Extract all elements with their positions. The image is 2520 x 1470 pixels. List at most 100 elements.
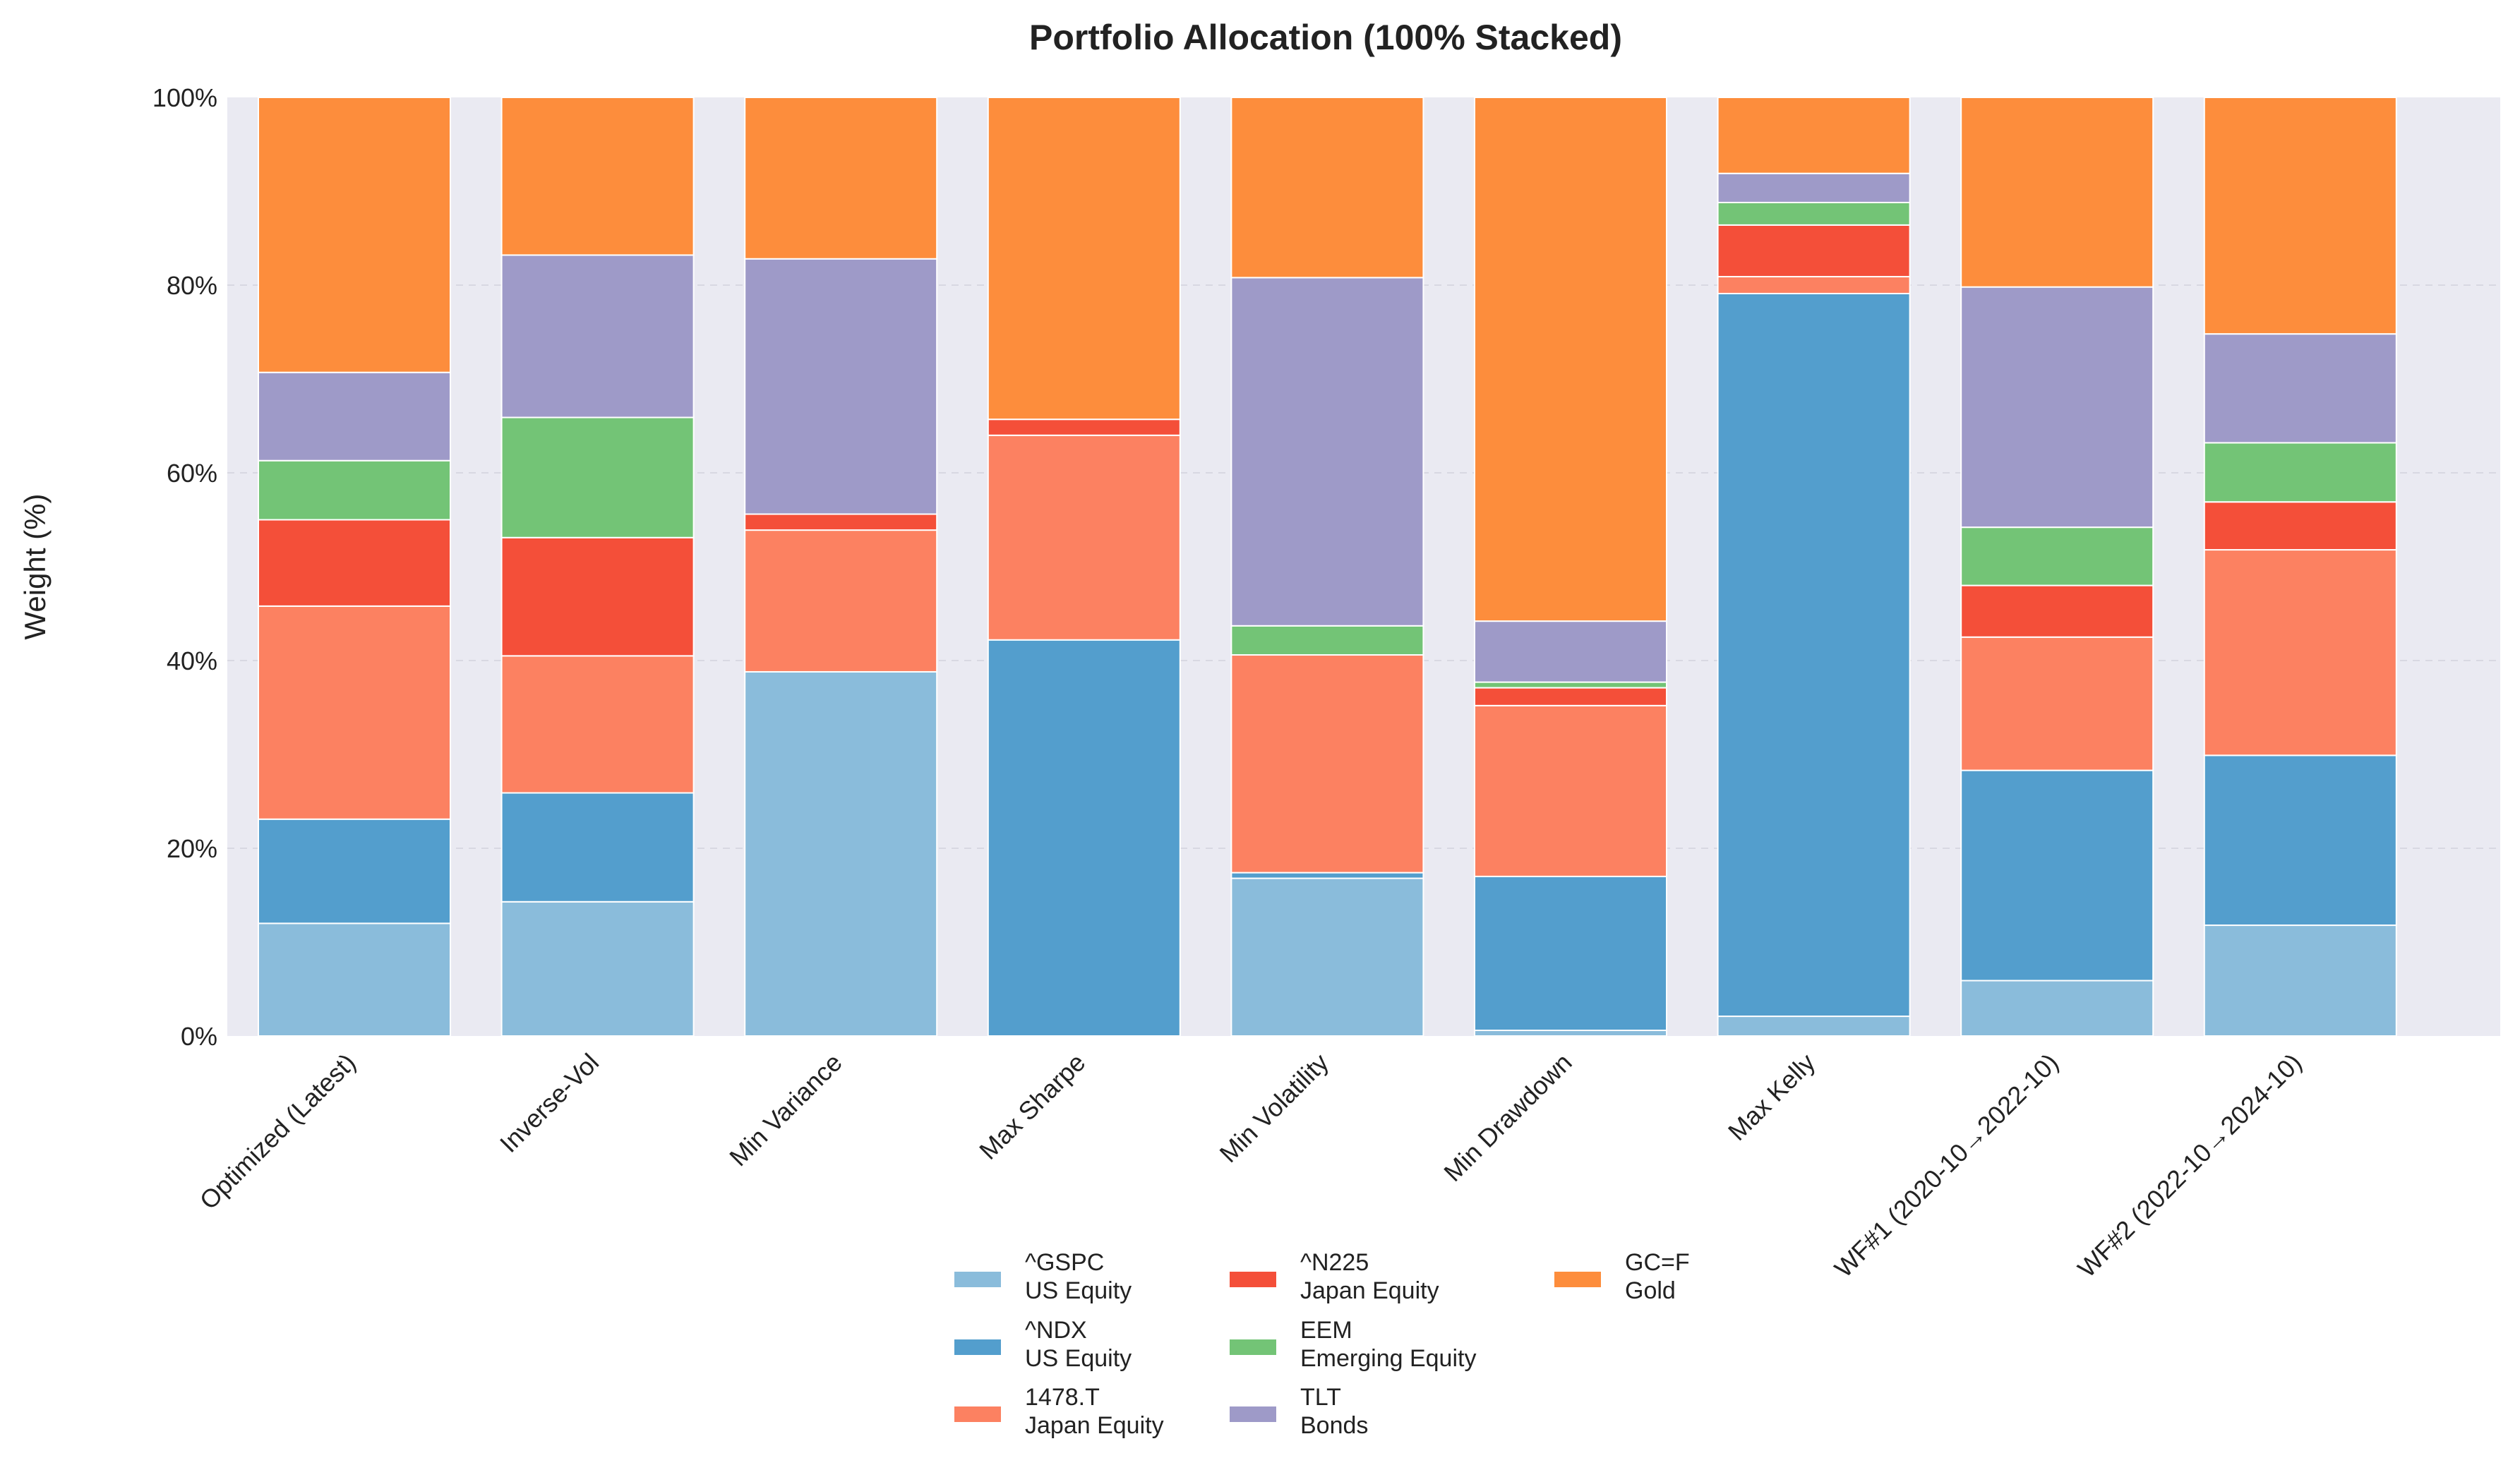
bar-segment-1478-t xyxy=(1230,654,1424,874)
legend-swatch xyxy=(1230,1339,1276,1355)
bar-segment-ndx xyxy=(987,639,1181,1037)
bar-wf-1-2020-10-2022-10 xyxy=(1960,97,2154,1037)
bar-segment-ndx xyxy=(1960,769,2154,982)
bar-segment-n225 xyxy=(1474,687,1667,706)
bar-segment-n225 xyxy=(987,418,1181,436)
legend-asset-class: Emerging Equity xyxy=(1300,1345,1476,1372)
bar-segment-gc-f xyxy=(987,97,1181,421)
legend-ticker: TLT xyxy=(1300,1384,1341,1411)
legend-ticker: ^GSPC xyxy=(1025,1249,1104,1276)
legend-swatch xyxy=(1554,1272,1601,1287)
bar-segment-n225 xyxy=(1717,224,1911,278)
bar-segment-tlt xyxy=(744,258,938,515)
bar-segment-ndx xyxy=(1230,872,1424,879)
bar-segment-gspc xyxy=(744,670,938,1037)
legend-asset-class: Gold xyxy=(1625,1277,1676,1304)
bar-min-variance xyxy=(744,97,938,1037)
bar-segment-n225 xyxy=(258,519,451,607)
bar-segment-tlt xyxy=(1230,277,1424,627)
bar-segment-1478-t xyxy=(987,434,1181,641)
bar-segment-tlt xyxy=(500,254,695,418)
bar-segment-eem xyxy=(2203,442,2397,503)
legend-asset-class: US Equity xyxy=(1025,1345,1132,1372)
bar-segment-n225 xyxy=(2203,501,2397,551)
legend-ticker: 1478.T xyxy=(1025,1384,1100,1411)
x-tick-label: Min Variance xyxy=(724,1048,848,1172)
legend-asset-class: Bonds xyxy=(1300,1412,1368,1439)
y-tick-label: 40% xyxy=(167,646,217,675)
bar-segment-n225 xyxy=(500,536,695,657)
bar-segment-ndx xyxy=(1474,875,1667,1032)
bar-segment-tlt xyxy=(258,371,451,462)
legend-swatch xyxy=(954,1406,1001,1422)
bar-segment-gc-f xyxy=(744,97,938,260)
bar-segment-gspc xyxy=(1960,980,2154,1037)
bar-segment-gspc xyxy=(1474,1030,1667,1037)
y-tick-label: 60% xyxy=(167,459,217,488)
bar-segment-ndx xyxy=(500,792,695,903)
x-tick-label: Max Sharpe xyxy=(973,1048,1091,1165)
bar-max-kelly xyxy=(1717,97,1911,1037)
bar-segment-gc-f xyxy=(1230,97,1424,279)
bar-segment-ndx xyxy=(1717,292,1911,1018)
legend-asset-class: Japan Equity xyxy=(1025,1412,1164,1439)
bar-segment-gc-f xyxy=(1717,97,1911,174)
bar-segment-eem xyxy=(1230,625,1424,656)
bar-wf-2-2022-10-2024-10 xyxy=(2203,97,2397,1037)
x-tick-label: Min Volatility xyxy=(1214,1048,1334,1168)
y-tick-label: 80% xyxy=(167,271,217,300)
bar-segment-gc-f xyxy=(1960,97,2154,288)
legend-asset-class: US Equity xyxy=(1025,1277,1132,1304)
bar-segment-eem xyxy=(500,416,695,538)
bar-segment-gc-f xyxy=(2203,97,2397,335)
y-tick-label: 0% xyxy=(181,1022,217,1051)
bar-segment-1478-t xyxy=(258,605,451,820)
bar-segment-eem xyxy=(258,459,451,521)
bar-segment-eem xyxy=(1960,526,2154,586)
bar-segment-gc-f xyxy=(500,97,695,256)
bar-max-sharpe xyxy=(987,97,1181,1037)
bar-segment-gspc xyxy=(258,922,451,1037)
legend-swatch xyxy=(1230,1406,1276,1422)
bar-segment-tlt xyxy=(1717,172,1911,203)
y-axis-ticks: 0% 20% 40% 60% 80% 100% xyxy=(152,83,217,1051)
x-tick-label: Optimized (Latest) xyxy=(194,1048,361,1215)
bar-segment-ndx xyxy=(2203,754,2397,927)
bar-segment-ndx xyxy=(258,818,451,924)
bar-segment-1478-t xyxy=(2203,549,2397,757)
x-tick-label: Max Kelly xyxy=(1722,1048,1820,1146)
bar-segment-eem xyxy=(1474,681,1667,689)
bar-segment-tlt xyxy=(2203,333,2397,444)
bar-segment-1478-t xyxy=(744,529,938,673)
legend-swatch xyxy=(954,1272,1001,1287)
x-tick-label: Inverse-Vol xyxy=(494,1048,604,1158)
bar-segment-n225 xyxy=(744,513,938,531)
bar-inverse-vol xyxy=(500,97,695,1037)
bar-segment-1478-t xyxy=(500,655,695,794)
legend-ticker: EEM xyxy=(1300,1317,1352,1344)
bar-segment-tlt xyxy=(1960,286,2154,529)
legend-swatch xyxy=(1230,1272,1276,1287)
legend-swatch xyxy=(954,1339,1001,1355)
bar-segment-1478-t xyxy=(1474,704,1667,877)
bar-segment-gspc xyxy=(2203,924,2397,1037)
x-tick-label: WF#2 (2022-10→2024-10) xyxy=(2072,1048,2307,1283)
bar-optimized-latest xyxy=(258,97,451,1037)
chart-title: Portfolio Allocation (100% Stacked) xyxy=(1029,18,1622,57)
legend-asset-class: Japan Equity xyxy=(1300,1277,1439,1304)
x-tick-label: WF#1 (2020-10→2022-10) xyxy=(1829,1048,2064,1283)
bar-segment-gc-f xyxy=(258,97,451,373)
bar-segment-n225 xyxy=(1960,584,2154,638)
bar-segment-gspc xyxy=(500,900,695,1037)
x-axis-ticks: Optimized (Latest) Inverse-Vol Min Varianc… xyxy=(194,1048,2308,1283)
